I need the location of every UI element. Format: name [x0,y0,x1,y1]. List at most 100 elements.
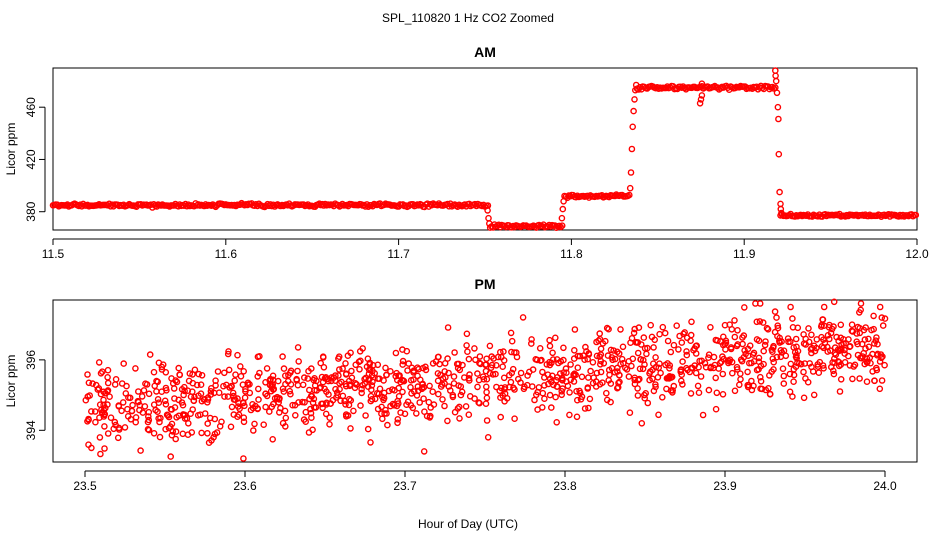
pm-data-point [692,369,700,377]
pm-data-point [247,406,255,414]
pm-data-point [223,381,230,389]
pm-data-point [854,340,861,348]
pm-data-point [197,390,205,398]
pm-data-point [787,360,795,368]
am-data-point [631,96,638,103]
pm-data-point [474,370,481,377]
pm-data-point [413,392,421,399]
pm-data-point [555,359,562,367]
pm-data-point [597,360,604,368]
pm-data-point [876,385,884,393]
pm-data-point [608,354,616,361]
pm-data-point [118,380,126,387]
pm-data-point [539,368,546,376]
pm-data-point [119,399,127,406]
pm-data-point [831,359,838,367]
pm-data-point [399,361,407,368]
pm-data-point [378,415,386,423]
pm-data-point [319,400,327,408]
pm-data-point [232,371,239,379]
pm-data-point [652,381,659,388]
pm-data-point [172,428,180,435]
pm-data-point [820,303,828,311]
pm-data-point [750,349,758,357]
pm-data-point [770,366,777,373]
pm-data-point [145,408,153,416]
pm-data-point [293,376,301,384]
pm-data-point [347,397,355,404]
pm-data-point [224,350,232,358]
pm-data-point [412,410,420,417]
pm-data-point [553,356,561,363]
pm-data-point [472,356,479,364]
pm-data-point [616,371,623,379]
pm-data-point [463,330,471,338]
pm-data-point [830,367,837,375]
pm-data-point [846,342,854,350]
pm-data-point [483,417,491,424]
pm-data-point [88,408,95,415]
pm-data-point [619,343,627,351]
pm-data-point [286,369,294,377]
pm-data-point [235,411,243,419]
pm-data-point [870,312,877,320]
pm-data-point [570,355,578,362]
pm-data-point [154,395,162,403]
pm-data-point [143,381,151,388]
am-data-point [698,80,706,87]
pm-data-point [815,369,823,377]
pm-data-point [156,418,163,426]
pm-data-point [348,367,355,375]
pm-data-point [774,322,782,330]
pm-data-point [382,364,389,372]
pm-data-point [295,399,302,406]
pm-data-point [757,385,764,393]
pm-data-point [845,336,852,343]
pm-data-point [145,416,153,424]
pm-data-point [482,383,490,391]
pm-data-point [305,386,313,394]
am-data-point [696,100,704,107]
pm-data-point [280,388,288,395]
pm-data-point [766,390,774,398]
pm-data-point [140,387,148,394]
pm-data-point [808,331,815,339]
pm-data-point [418,381,426,388]
pm-data-point [712,374,720,382]
pm-data-point [549,349,556,357]
pm-data-point [597,368,605,376]
pm-data-point [726,356,734,364]
pm-data-point [394,419,401,427]
am-x-axis: 11.5 11.6 11.7 11.8 11.9 12.0 [42,238,929,261]
pm-data-point [240,414,248,422]
pm-data-point [558,391,566,399]
pm-data-point [830,370,838,378]
pm-data-point [546,342,554,350]
pm-data-point [254,405,262,412]
pm-data-point [744,368,751,376]
pm-data-point [256,369,263,377]
pm-data-point [127,415,135,423]
pm-data-point [779,365,787,373]
pm-data-point [262,390,269,398]
pm-data-point [240,367,247,375]
pm-data-point [451,349,458,356]
pm-data-point [137,447,144,454]
pm-data-point [865,335,872,343]
am-data-point [626,184,634,192]
pm-data-point [366,375,373,383]
pm-data-point [185,377,193,385]
pm-data-point [426,412,434,420]
pm-data-point [857,354,864,362]
pm-data-point [578,393,586,401]
pm-data-point [465,355,473,363]
pm-data-point [602,337,609,345]
pm-data-point [427,404,435,411]
am-x-tick-label: 11.9 [733,247,756,261]
pm-data-point [423,412,431,420]
pm-data-point [737,356,745,364]
pm-data-point [168,431,176,439]
pm-data-point [507,378,515,386]
pm-data-point [755,337,763,345]
pm-data-point [434,353,442,361]
